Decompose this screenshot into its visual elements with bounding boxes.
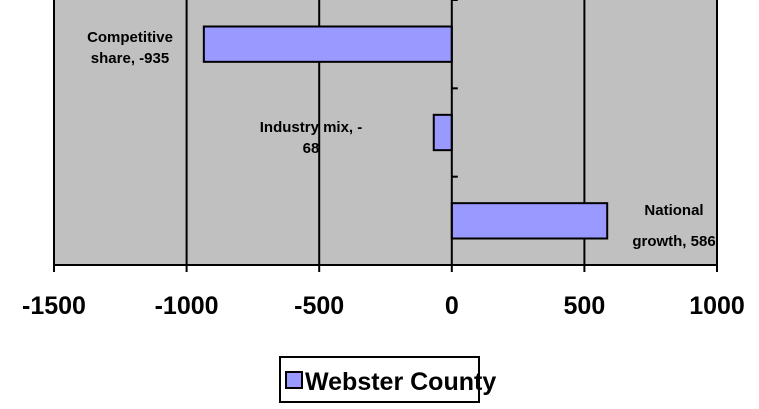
legend-swatch [285, 371, 303, 389]
data-label-national-growth-line1: National [644, 202, 703, 219]
x-tick-label: -1000 [155, 292, 219, 320]
x-tick-label: 0 [445, 292, 459, 320]
legend: Webster County [279, 356, 496, 403]
bar-competitive-share [202, 25, 453, 63]
data-label-industry-mix-line1: Industry mix, - [260, 119, 363, 136]
x-tick-label: -500 [294, 292, 344, 320]
x-tick-labels: -1500 -1000 -500 0 500 1000 [22, 292, 745, 320]
x-tick-label: 500 [564, 292, 606, 320]
axes [53, 0, 718, 272]
x-tick-label: 1000 [689, 292, 745, 320]
x-tick-label: -1500 [22, 292, 86, 320]
legend-label: Webster County [305, 368, 496, 396]
legend-box [279, 356, 480, 403]
data-label-competitive-share-line1: Competitive [87, 29, 173, 46]
bars [202, 25, 609, 240]
bar-industry-mix [432, 113, 453, 152]
data-label-national-growth-line2: growth, 586 [632, 233, 715, 250]
bar-national-growth [450, 202, 609, 240]
data-label-industry-mix-line2: 68 [303, 140, 320, 157]
data-labels: Competitive share, -935 Industry mix, - 68 N… [87, 29, 716, 250]
data-label-competitive-share-line2: share, -935 [91, 50, 169, 67]
